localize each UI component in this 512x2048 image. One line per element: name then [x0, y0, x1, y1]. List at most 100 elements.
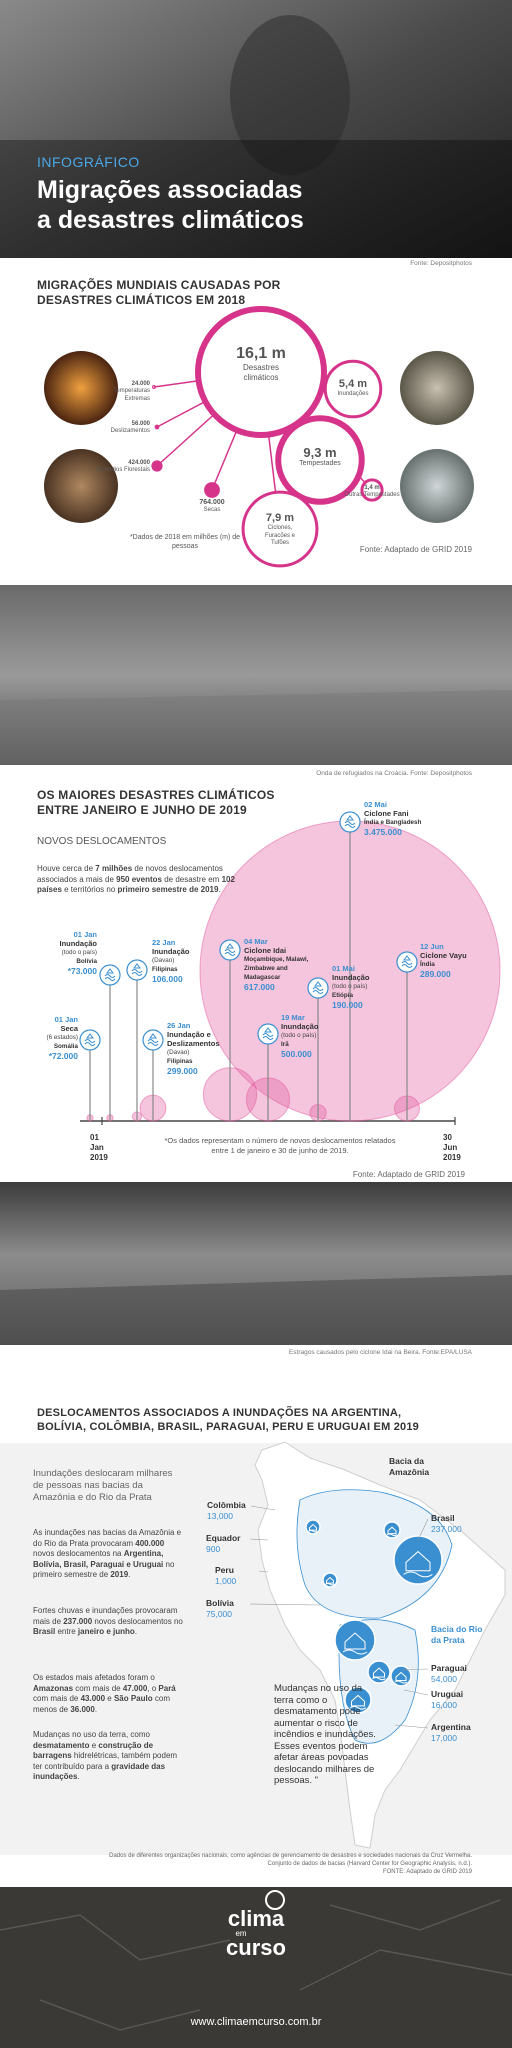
text: . [218, 885, 221, 894]
footer-bg [0, 1887, 512, 2048]
paragraph: Os estados mais afetados foram o Amazona… [33, 1673, 185, 1715]
bubble-name: Deslizamentos [110, 428, 150, 434]
website-url: www.climaemcurso.com.br [190, 2016, 322, 2028]
chart-note: *Os dados representam o número de novos … [164, 1136, 396, 1155]
flood-icon-glyph [325, 1576, 335, 1586]
title-line: DESLOCAMENTOS ASSOCIADOS A INUNDAÇÕES NA… [37, 1407, 402, 1419]
country-value: 17,000 [431, 1733, 457, 1743]
bubble-label: 764.000 Secas [187, 498, 237, 515]
amazon-basin [296, 1489, 453, 1619]
source-line: Dados de diferentes organizações naciona… [109, 1853, 472, 1859]
bubble-value: 56.000 [131, 421, 150, 427]
main-title: Migrações associadas a desastres climáti… [37, 175, 304, 235]
event-icon-glyph [131, 963, 143, 976]
flood-icon [344, 1686, 372, 1714]
logo-mid: em [235, 1929, 247, 1938]
event-icon-glyph [312, 981, 324, 994]
bubble [152, 385, 156, 389]
country-name: Paraguai [431, 1663, 467, 1673]
country-label: Brasil 237,000 [431, 1513, 462, 1535]
bold-text: São Paulo [113, 1694, 153, 1703]
country-name: Brasil [431, 1513, 455, 1523]
event-place: Somália [53, 1043, 78, 1050]
flood-icon [383, 1521, 401, 1539]
text: . [94, 1704, 98, 1714]
event-value: 190.000 [332, 1000, 363, 1010]
cracked-earth [0, 1899, 512, 2031]
event-title: Seca [60, 1024, 78, 1033]
event-value: *73.000 [67, 966, 97, 976]
event-date: 19 Mar [281, 1013, 305, 1022]
bubble [241, 490, 319, 568]
country-label: Uruguai 16,000 [431, 1689, 463, 1711]
bubble [151, 460, 163, 472]
bold-text: primeiro semestre de 2019 [117, 885, 219, 894]
country-label: Peru 1,000 [215, 1565, 236, 1587]
country-value: 54,000 [431, 1674, 457, 1684]
leader-line [401, 1668, 429, 1671]
bubble-label: 5,4 m Inundações [331, 378, 375, 399]
event-detail: (todo o país) [332, 983, 368, 990]
bold-text: 36.000 [70, 1704, 95, 1714]
country-label: Paraguai 54,000 [431, 1663, 467, 1685]
source: Fonte: Adaptado de GRID 2019 [352, 1170, 465, 1179]
logo-icon [265, 1890, 285, 1910]
bubble-value: 16,1 m [236, 345, 286, 362]
bubble [275, 415, 365, 505]
bold-text: 950 eventos [116, 874, 162, 884]
bold-text: 47.000 [122, 1683, 148, 1693]
bold-text: 7 milhões [95, 864, 133, 873]
event-date: 12 Jun [420, 942, 444, 951]
event-date: 02 Mai [364, 800, 387, 809]
bold-text: desmatamento [33, 1740, 90, 1750]
bubble [195, 306, 327, 438]
logo-top: clima [227, 1906, 285, 1931]
event-title: Ciclone Fani [364, 809, 409, 818]
event-detail: (Davao) [167, 1049, 190, 1056]
paragraph: As inundações nas bacias da Amazônia e d… [33, 1528, 185, 1581]
event-icon [126, 959, 148, 981]
country-label: Bolívia 75,000 [206, 1598, 234, 1620]
country-value: 16,000 [431, 1700, 457, 1710]
text: Fortes chuvas e inundações provocaram ma… [33, 1606, 178, 1626]
photo-circle [44, 351, 118, 425]
bubble-label: 7,9 m Ciclones, Furacões e Tufões [257, 512, 303, 548]
text: com mais de [33, 1694, 81, 1703]
flood-icon-glyph [349, 1694, 367, 1710]
text: no primeiro semestre de [33, 1559, 175, 1580]
photo-ground [0, 690, 512, 765]
event-title: Inundação [281, 1022, 319, 1031]
country-value: 75,000 [206, 1609, 232, 1619]
bubble-label: 24.000 Temperaturas Extremas [90, 380, 150, 403]
text: hidrelétricas, também podem ter contribu… [33, 1751, 178, 1771]
event-title: Ciclone Idai [244, 946, 287, 955]
bold-text: Amazonas [33, 1683, 74, 1693]
header-shade [0, 140, 512, 258]
photo-circle [400, 351, 474, 425]
text: entre [55, 1627, 78, 1636]
event-date: 26 Jan [167, 1021, 191, 1030]
text: . [77, 1772, 80, 1781]
event-label: 02 Mai Ciclone Fani Índia e Bangladesh 3.47… [364, 800, 436, 838]
event-label: 26 Jan Inundação e Deslizamentos (Davao) Fi… [167, 1021, 239, 1077]
intro-paragraph: Houve cerca de 7 milhões de novos desloc… [37, 864, 252, 896]
quote: Mudanças no uso da terra como o desmatam… [274, 1683, 376, 1786]
flood-icon [367, 1660, 391, 1684]
bubble-label: 16,1 m Desastres climáticos [226, 345, 296, 382]
text: Os estados mais afetados foram o [33, 1673, 155, 1682]
basin-label: Bacia do Rio da Prata [431, 1624, 483, 1645]
bubble-value: 7,9 m [265, 512, 295, 524]
section-title: OS MAIORES DESASTRES CLIMÁTICOS ENTRE JA… [37, 788, 275, 818]
photo-circle [44, 449, 118, 523]
bubble [360, 478, 384, 502]
event-value: 3.475.000 [364, 827, 402, 837]
leader-line [258, 1570, 269, 1573]
event-label: 04 Mar Ciclone Idai Moçambique, Malawi, Zi… [244, 937, 316, 993]
source: Fonte: Adaptado de GRID 2019 [359, 545, 472, 554]
event-title: Inundação [59, 939, 97, 948]
event-place: Moçambique, Malawi, Zimbabwe and Madagas… [244, 956, 309, 981]
title-line: MIGRAÇÕES MUNDIAIS CAUSADAS POR [37, 278, 281, 292]
basin-label: Bacia da Amazônia [389, 1456, 430, 1477]
